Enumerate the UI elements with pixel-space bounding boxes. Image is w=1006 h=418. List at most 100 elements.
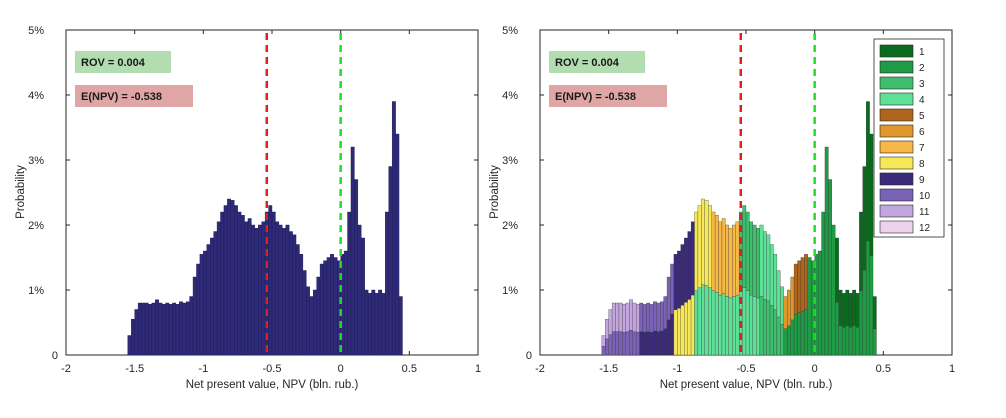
- stacked-bar-segment: [852, 325, 857, 356]
- stacked-bar-segment: [690, 221, 695, 296]
- rov-annotation: ROV = 0.004: [555, 57, 620, 69]
- x-tick-label-1: -1.5: [125, 363, 144, 375]
- histogram-bar: [381, 293, 386, 356]
- stacked-bar-segment: [766, 234, 771, 302]
- legend-label-4: 4: [919, 95, 925, 106]
- stacked-bar-segment: [735, 294, 740, 356]
- stacked-bar-segment: [714, 215, 719, 293]
- stacked-bar-segment: [711, 290, 716, 356]
- legend-swatch-7: [879, 140, 914, 154]
- histogram-bar: [192, 276, 197, 356]
- x-tick-label-4: 0: [812, 363, 818, 375]
- stacked-bar-segment: [735, 221, 740, 296]
- stacked-bar-segment: [831, 224, 836, 356]
- reference-lines: [265, 33, 342, 355]
- stacked-bar-segment: [687, 299, 692, 356]
- histogram-bar: [168, 304, 173, 356]
- stacked-bar-segment: [769, 305, 774, 356]
- stacked-bar-segment: [660, 301, 664, 332]
- stacked-bar-segment: [649, 332, 654, 356]
- stacked-bar-segment: [625, 302, 630, 332]
- stacked-bar-segment: [855, 327, 860, 356]
- stacked-bar-segment: [718, 221, 723, 296]
- x-tick-label-1: -1.5: [599, 363, 618, 375]
- stacked-bar-segment: [845, 325, 850, 356]
- stacked-bar-segment: [608, 309, 613, 335]
- stacked-bar-segment: [793, 313, 798, 356]
- stacked-bar-segment: [694, 211, 699, 291]
- legend-swatch-4: [879, 92, 914, 106]
- histogram-bar: [182, 302, 187, 356]
- stacked-bar-segment: [642, 332, 647, 356]
- histogram-bar: [388, 166, 393, 356]
- histogram-bar: [268, 205, 273, 356]
- x-tick-label-0: -2: [535, 363, 545, 375]
- stacked-bar-segment: [725, 224, 729, 297]
- stacked-bar-segment: [653, 330, 657, 356]
- histogram-bar: [367, 293, 372, 356]
- stacked-bar-segment: [694, 290, 699, 356]
- histogram-bar: [357, 224, 362, 356]
- enpv-annotation-box: [549, 85, 667, 107]
- legend-swatch-1: [879, 44, 914, 58]
- reference-lines: [739, 33, 816, 355]
- histogram-bar: [364, 289, 369, 356]
- legend-swatch-10: [879, 188, 914, 202]
- y-tick-label-2: 2%: [502, 220, 518, 232]
- stacked-bar-segment: [663, 296, 668, 329]
- legend-label-10: 10: [919, 191, 931, 202]
- stacked-bar-segment: [855, 293, 860, 328]
- stacked-bar-segment: [673, 309, 678, 356]
- stacked-bar-segment: [763, 231, 767, 300]
- x-tick-label-2: -1: [198, 363, 208, 375]
- stacked-bar-segment: [611, 331, 616, 356]
- stacked-bar-segment: [601, 346, 606, 356]
- rov-annotation-box: [75, 51, 171, 73]
- histogram-bar: [378, 289, 383, 356]
- legend-swatch-12: [879, 220, 914, 234]
- x-tick-label-3: -0.5: [737, 363, 756, 375]
- stacked-bar-segment: [622, 304, 626, 333]
- histogram-bar: [313, 289, 317, 356]
- stacked-bar-segment: [866, 101, 870, 242]
- histogram-bar: [347, 211, 352, 356]
- legend-label-11: 11: [919, 207, 930, 218]
- legend-label-5: 5: [919, 111, 925, 122]
- legend-label-8: 8: [919, 159, 925, 170]
- stacked-bar-segment: [852, 289, 857, 326]
- histogram-bar: [220, 211, 225, 356]
- stacked-bar-segment: [701, 198, 705, 285]
- y-tick-label-3: 3%: [28, 155, 44, 167]
- x-axis-label: Net present value, NPV (bln. rub.): [660, 379, 833, 391]
- stacked-bar-segment: [804, 309, 808, 356]
- enpv-annotation-box: [75, 85, 193, 107]
- stacked-bar-segment: [622, 332, 626, 356]
- legend-label-7: 7: [919, 143, 925, 154]
- stacked-bar-segment: [817, 250, 822, 356]
- stacked-bar-segment: [835, 237, 839, 303]
- stacked-bar-segment: [618, 302, 623, 332]
- stacked-bar-segment: [605, 319, 609, 340]
- stacked-bar-segment: [639, 302, 644, 332]
- stacked-bar-segment: [800, 310, 805, 356]
- stacked-histogram-bars: [601, 101, 877, 356]
- stacked-bar-segment: [780, 324, 784, 356]
- histogram-bar: [271, 211, 276, 356]
- stacked-bar-segment: [800, 257, 805, 312]
- stacked-bar-segment: [776, 316, 781, 356]
- stacked-bar-segment: [838, 325, 843, 356]
- stacked-bar-segment: [797, 260, 802, 313]
- histogram-bar: [254, 228, 259, 356]
- stacked-bar-segment: [866, 240, 870, 356]
- histogram-bar: [395, 133, 400, 356]
- stacked-bar-segment: [625, 331, 630, 356]
- histogram-bar: [158, 302, 163, 356]
- histogram-bar: [295, 244, 300, 356]
- x-tick-label-0: -2: [61, 363, 71, 375]
- stacked-bar-segment: [611, 302, 616, 332]
- stacked-bar-segment: [646, 331, 651, 356]
- stacked-bar-segment: [697, 287, 702, 356]
- stacked-bar-segment: [714, 291, 719, 356]
- histogram-bar: [374, 293, 379, 356]
